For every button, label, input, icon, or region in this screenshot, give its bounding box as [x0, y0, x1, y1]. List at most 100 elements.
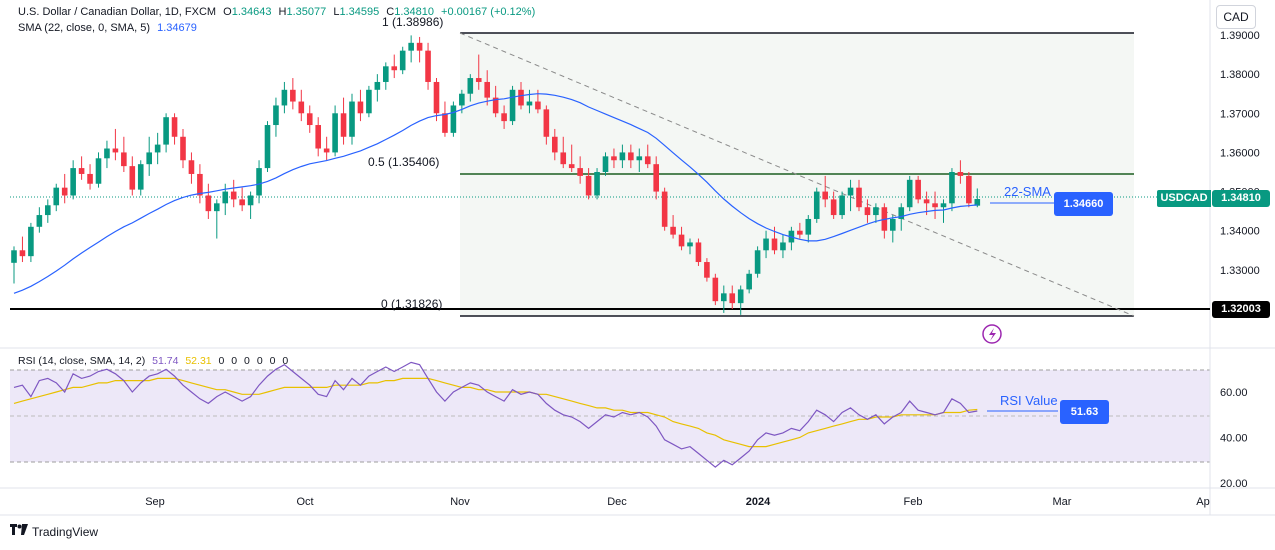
candle-body — [763, 238, 769, 251]
candle-body — [450, 105, 457, 133]
candle-body — [340, 113, 347, 137]
price-tick-label: 1.37000 — [1220, 108, 1260, 120]
rsi-legend[interactable]: RSI (14, close, SMA, 14, 2) 51.74 52.31 … — [18, 355, 290, 367]
sma-value-tag: 1.34660 — [1054, 192, 1113, 216]
rsi-tick-label: 20.00 — [1220, 478, 1248, 490]
candle-body — [974, 199, 981, 206]
candle-body — [11, 250, 17, 263]
candles-group — [11, 35, 981, 315]
candle-body — [146, 152, 152, 165]
candle-body — [95, 158, 102, 184]
rsi-legend-zeros: 0 0 0 0 0 0 — [218, 355, 291, 367]
candle-body — [129, 166, 136, 190]
candle-body — [670, 226, 676, 235]
currency-button[interactable]: CAD — [1216, 5, 1256, 29]
candle-body — [873, 207, 879, 216]
candle-body — [543, 109, 550, 137]
candle-body — [949, 172, 955, 204]
candle-body — [290, 89, 296, 102]
tradingview-logo[interactable]: TradingView — [10, 524, 98, 539]
candle-body — [442, 113, 448, 133]
candle-body — [661, 191, 668, 227]
candle-body — [374, 81, 381, 90]
lightning-icon — [989, 328, 996, 341]
candle-body — [70, 168, 76, 196]
candle-body — [36, 215, 43, 227]
candle-body — [366, 89, 372, 114]
open-value: 1.34643 — [231, 6, 272, 18]
candle-body — [154, 144, 161, 153]
price-tick-label: 1.36000 — [1220, 147, 1260, 159]
candle-body — [484, 81, 490, 98]
symbol-title: U.S. Dollar / Canadian Dollar, 1D, FXCM — [18, 6, 217, 18]
candle-body — [695, 242, 702, 263]
low-value: 1.34595 — [339, 6, 380, 18]
candle-body — [349, 101, 355, 137]
candle-body — [399, 50, 406, 71]
time-tick-label: Feb — [904, 496, 923, 508]
candle-body — [163, 117, 169, 145]
sma-legend[interactable]: SMA (22, close, 0, SMA, 5) 1.34679 — [18, 22, 201, 34]
candle-body — [230, 191, 237, 200]
candle-body — [281, 89, 288, 106]
candle-body — [87, 173, 93, 184]
candle-body — [61, 187, 68, 196]
candle-body — [137, 164, 144, 190]
candle-body — [112, 148, 119, 153]
candle-body — [256, 168, 262, 196]
sma-line — [13, 93, 978, 294]
candle-body — [239, 199, 245, 206]
candle-body — [636, 156, 643, 161]
candle-body — [594, 172, 600, 196]
candle-body — [425, 50, 431, 82]
candle-body — [408, 42, 414, 51]
candle-body — [535, 101, 541, 110]
candle-body — [298, 101, 305, 114]
candle-body — [475, 78, 482, 82]
tradingview-label: TradingView — [32, 524, 99, 539]
close-value: 1.34810 — [394, 6, 434, 18]
candle-body — [357, 101, 364, 114]
sma-annotation: 22-SMA — [1004, 184, 1051, 199]
fib-bottom-label: 0 (1.31826) — [381, 297, 442, 311]
tradingview-icon — [10, 524, 28, 539]
candle-body — [611, 156, 617, 161]
candle-body — [729, 293, 736, 304]
candle-body — [915, 179, 921, 200]
high-label: H — [278, 6, 287, 18]
candle-body — [847, 187, 854, 196]
candle-body — [644, 156, 651, 165]
candle-body — [222, 191, 229, 204]
candle-body — [813, 191, 820, 219]
candle-body — [839, 195, 845, 216]
rsi-line — [13, 361, 978, 468]
candle-body — [687, 242, 693, 247]
candle-body — [383, 66, 389, 82]
fib-top-label: 1 (1.38986) — [382, 15, 443, 29]
rsi-sma-legend-value: 52.31 — [185, 355, 212, 367]
candle-body — [526, 101, 533, 106]
candle-body — [746, 273, 752, 290]
candle-body — [890, 218, 896, 231]
low-label: L — [333, 6, 340, 18]
candle-body — [518, 89, 524, 106]
rsi-legend-label: RSI (14, close, SMA, 14, 2) — [18, 355, 146, 367]
candle-body — [721, 293, 727, 302]
candle-body — [653, 164, 659, 192]
candle-body — [459, 93, 465, 106]
candle-body — [188, 160, 195, 174]
candle-body — [704, 262, 710, 278]
support-price-tag: 1.32003 — [1212, 301, 1270, 318]
time-tick-label: Oct — [296, 496, 313, 508]
candle-body — [822, 191, 828, 200]
price-axis-ticks: 1.390001.380001.370001.360001.350001.340… — [1220, 30, 1260, 316]
candle-body — [856, 187, 862, 208]
candle-body — [737, 289, 744, 304]
candle-body — [906, 179, 913, 208]
time-tick-label: Nov — [450, 496, 470, 508]
candle-body — [940, 203, 947, 208]
candle-body — [416, 42, 423, 51]
candle-body — [247, 195, 254, 206]
candle-body — [78, 168, 85, 174]
candle-body — [433, 81, 440, 114]
